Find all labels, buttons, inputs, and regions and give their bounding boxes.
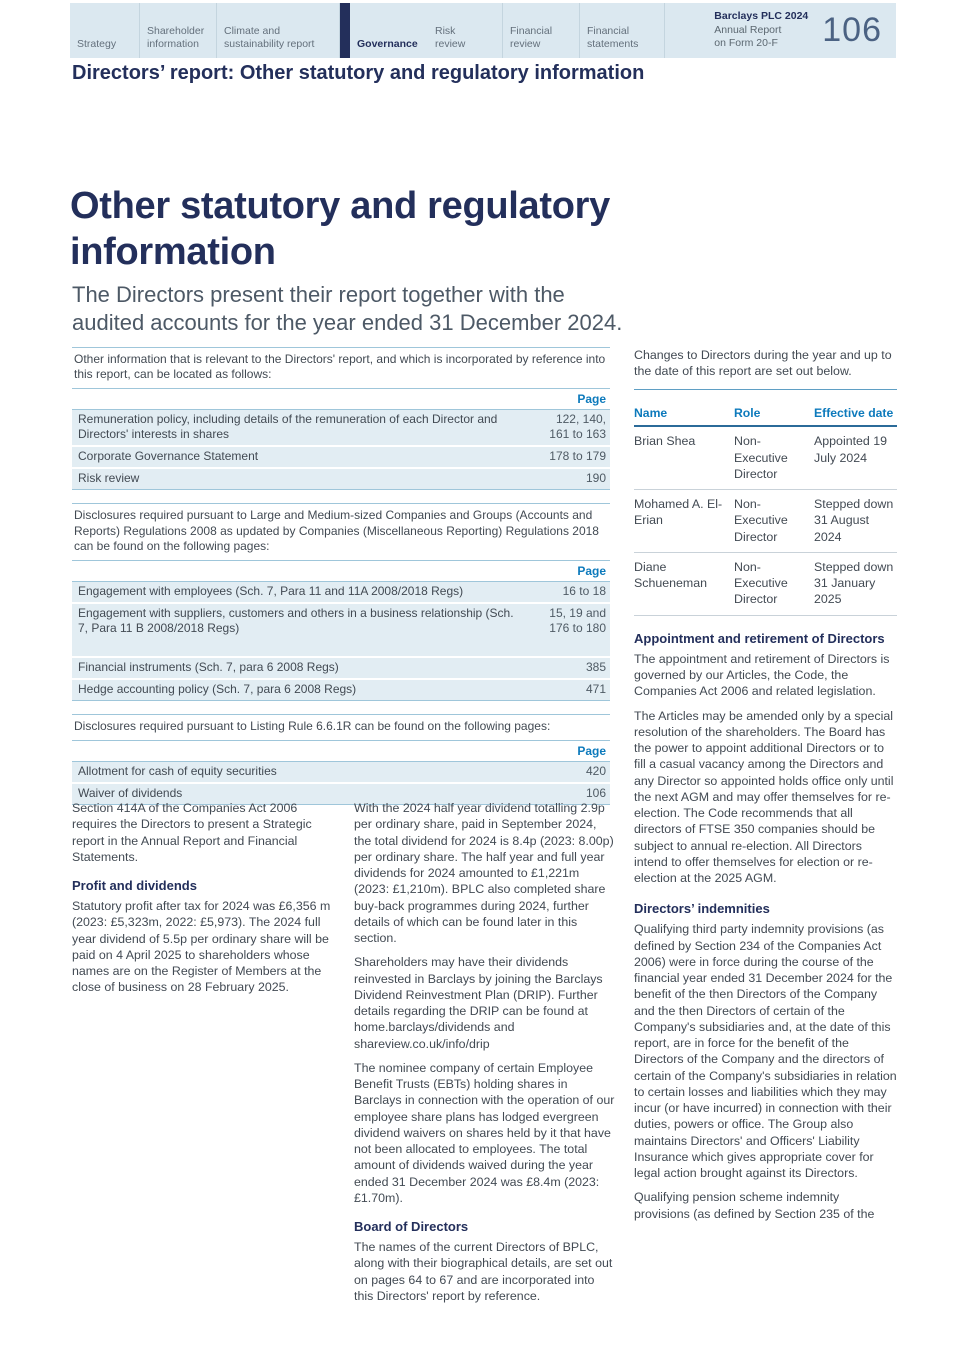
page-lede: The Directors present their report toget…	[72, 282, 623, 335]
column-header-role: Role	[734, 405, 761, 420]
nav-tab-climate-sustainability[interactable]: Climate and sustainability report	[217, 3, 340, 58]
nav-tab-label: Financial statements	[587, 24, 639, 50]
director-row: Mohamed A. El-Erian Non-Executive Direct…	[634, 490, 897, 553]
table-row: Remuneration policy, including details o…	[72, 410, 610, 448]
nav-tab-label: Governance	[357, 37, 418, 50]
brand-subtitle-line2: on Form 20-F	[714, 37, 778, 50]
row-label: Remuneration policy, including details o…	[78, 412, 498, 442]
nav-tab-risk-review[interactable]: Risk review	[428, 3, 503, 58]
report-section-heading: Directors’ report: Other statutory and r…	[72, 62, 645, 84]
director-role: Non-Executive Director	[734, 559, 788, 607]
table-row: Hedge accounting policy (Sch. 7, para 6 …	[72, 680, 610, 702]
table-row: Allotment for cash of equity securities …	[72, 762, 610, 785]
reference-table-regulations: Disclosures required pursuant to Large a…	[72, 503, 610, 702]
director-row: Diane Schueneman Non-Executive Director …	[634, 553, 897, 616]
table-page-column-header: Page	[72, 560, 610, 583]
paragraph-ebt-waivers: The nominee company of certain Employee …	[354, 1060, 615, 1205]
heading-profit-and-dividends: Profit and dividends	[72, 878, 197, 893]
row-label: Financial instruments (Sch. 7, para 6 20…	[78, 660, 339, 675]
nav-tab-shareholder-information[interactable]: Shareholder information	[140, 3, 217, 58]
nav-tab-label: Risk review	[435, 24, 466, 50]
director-name: Brian Shea	[634, 434, 696, 449]
heading-directors-indemnities: Directors’ indemnities	[634, 901, 770, 917]
row-page-ref: 15, 19 and 176 to 180	[549, 606, 606, 636]
nav-spacer	[665, 3, 714, 58]
directors-changes-intro: Changes to Directors during the year and…	[634, 347, 897, 390]
director-role: Non-Executive Director	[734, 497, 788, 544]
director-role: Non-Executive Director	[734, 434, 788, 481]
row-label: Waiver of dividends	[78, 786, 183, 801]
directors-changes-table: Name Role Effective date Brian Shea Non-…	[634, 406, 897, 616]
nav-tab-financial-review[interactable]: Financial review	[503, 3, 580, 58]
column-header-name: Name	[634, 405, 668, 420]
column-right: Changes to Directors during the year and…	[634, 347, 897, 1230]
nav-tab-label: Shareholder information	[147, 24, 205, 50]
director-effective-date: Stepped down 31 January 2025	[814, 559, 894, 607]
nav-tab-label: Strategy	[77, 37, 117, 50]
table-row: Corporate Governance Statement 178 to 17…	[72, 447, 610, 470]
nav-tab-label: Climate and sustainability report	[224, 24, 315, 50]
nav-tab-governance[interactable]: Governance	[350, 3, 428, 58]
director-effective-date: Appointed 19 July 2024	[814, 434, 888, 465]
table-row: Engagement with employees (Sch. 7, Para …	[72, 582, 610, 605]
heading-appointment-retirement: Appointment and retirement of Directors	[634, 630, 885, 646]
row-page-ref: 16 to 18	[562, 584, 606, 599]
page-number: 106	[822, 11, 882, 49]
paragraph-strategic-report: Section 414A of the Companies Act 2006 r…	[72, 801, 312, 864]
brand-title: Barclays PLC 2024	[714, 10, 809, 23]
directors-table-header: Name Role Effective date	[634, 406, 897, 428]
paragraph-indemnities-1: Qualifying third party indemnity provisi…	[634, 922, 897, 1181]
table-row: Engagement with suppliers, customers and…	[72, 604, 610, 659]
heading-board-of-directors: Board of Directors	[354, 1219, 469, 1234]
row-label: Hedge accounting policy (Sch. 7, para 6 …	[78, 682, 357, 697]
nav-tab-label: Financial review	[510, 24, 553, 50]
row-label: Corporate Governance Statement	[78, 449, 259, 464]
reference-tables: Other information that is relevant to th…	[72, 347, 610, 818]
row-page-ref: 122, 140, 161 to 163	[549, 412, 606, 442]
nav-tab-financial-statements[interactable]: Financial statements	[580, 3, 665, 58]
row-label: Risk review	[78, 471, 140, 486]
table-intro: Other information that is relevant to th…	[72, 347, 610, 388]
row-page-ref: 420	[585, 764, 606, 779]
page-title: Other statutory and regulatory informati…	[70, 185, 610, 273]
column-middle: With the 2024 half year dividend totalli…	[354, 800, 616, 1312]
nav-tab-strategy[interactable]: Strategy	[70, 3, 140, 58]
director-name: Mohamed A. El-Erian	[634, 497, 723, 528]
row-page-ref: 106	[585, 786, 606, 801]
table-row: Risk review 190	[72, 469, 610, 491]
row-page-ref: 190	[585, 471, 606, 486]
paragraph-dividend-totals: With the 2024 half year dividend totalli…	[354, 801, 614, 945]
paragraph-board-of-directors: The names of the current Directors of BP…	[354, 1240, 613, 1303]
paragraph-drip: Shareholders may have their dividends re…	[354, 955, 603, 1051]
row-page-ref: 471	[585, 682, 606, 697]
table-page-column-header: Page	[72, 740, 610, 763]
paragraph-indemnities-2: Qualifying pension scheme indemnity prov…	[634, 1190, 875, 1221]
report-brand: Barclays PLC 2024 Annual Report on Form …	[714, 10, 822, 51]
row-label: Engagement with employees (Sch. 7, Para …	[78, 584, 464, 599]
row-label: Allotment for cash of equity securities	[78, 764, 277, 779]
director-name: Diane Schueneman	[634, 559, 708, 591]
row-page-ref: 385	[585, 660, 606, 675]
director-row: Brian Shea Non-Executive Director Appoin…	[634, 427, 897, 491]
table-row: Financial instruments (Sch. 7, para 6 20…	[72, 658, 610, 681]
paragraph-profit-dividends: Statutory profit after tax for 2024 was …	[72, 899, 331, 995]
reference-table-listing-rule: Disclosures required pursuant to Listing…	[72, 714, 610, 806]
table-intro: Disclosures required pursuant to Large a…	[72, 503, 610, 560]
paragraph-appointment-1: The appointment and retirement of Direct…	[634, 651, 890, 699]
paragraph-appointment-2: The Articles may be amended only by a sp…	[634, 708, 894, 886]
table-row: Waiver of dividends 106	[72, 784, 610, 806]
brand-subtitle-line1: Annual Report	[714, 23, 782, 36]
column-header-effective-date: Effective date	[814, 405, 894, 420]
row-label: Engagement with suppliers, customers and…	[78, 606, 514, 636]
active-tab-marker	[340, 3, 350, 58]
director-effective-date: Stepped down 31 August 2024	[814, 497, 894, 544]
table-page-column-header: Page	[72, 388, 610, 411]
table-intro: Disclosures required pursuant to Listing…	[72, 714, 610, 740]
report-nav-band: Strategy Shareholder information Climate…	[70, 3, 896, 58]
reference-table-incorporated: Other information that is relevant to th…	[72, 347, 610, 491]
column-left: Section 414A of the Companies Act 2006 r…	[72, 800, 334, 1004]
row-page-ref: 178 to 179	[549, 449, 606, 464]
